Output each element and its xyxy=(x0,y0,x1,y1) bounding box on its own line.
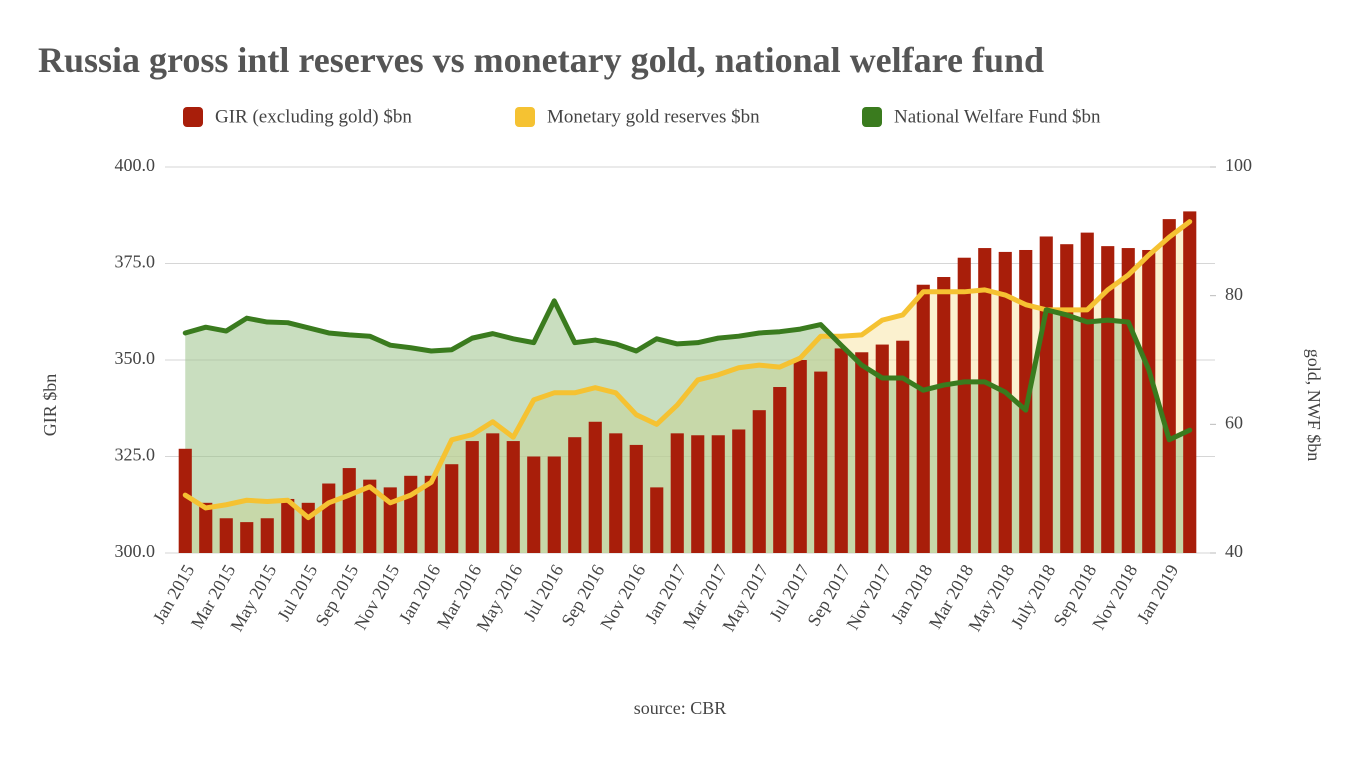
bar xyxy=(937,277,951,553)
bar xyxy=(834,348,848,553)
bar xyxy=(773,387,787,553)
bar xyxy=(486,433,500,553)
y2-tick-label: 40 xyxy=(1225,541,1243,561)
y2-tick-label: 80 xyxy=(1225,284,1243,304)
bar xyxy=(1183,211,1197,553)
bar xyxy=(1162,219,1176,554)
bar xyxy=(998,251,1012,554)
bar xyxy=(240,522,254,553)
bar xyxy=(732,429,746,553)
bar xyxy=(281,498,295,553)
bar xyxy=(978,248,992,553)
bar xyxy=(199,502,213,553)
y2-tick-label: 100 xyxy=(1225,155,1252,175)
bar xyxy=(793,360,807,553)
bar xyxy=(814,371,828,553)
bar xyxy=(1142,249,1156,554)
bar xyxy=(855,352,869,553)
bar xyxy=(650,487,664,553)
bar xyxy=(957,257,971,553)
legend-swatch xyxy=(862,107,882,127)
bar xyxy=(342,468,356,553)
bar xyxy=(301,502,315,553)
bar xyxy=(568,437,582,553)
bar xyxy=(445,464,459,553)
bar xyxy=(363,479,377,553)
source: source: CBR xyxy=(634,698,727,718)
y-tick-label: 325.0 xyxy=(115,445,156,465)
bar xyxy=(1080,232,1094,553)
bar xyxy=(178,448,192,553)
bar xyxy=(875,344,889,553)
bar xyxy=(506,441,520,553)
bar xyxy=(1060,244,1074,553)
line xyxy=(182,298,1193,443)
legend-label: National Welfare Fund $bn xyxy=(894,106,1101,127)
y-tick-label: 400.0 xyxy=(115,155,156,175)
bar xyxy=(691,435,705,553)
bar xyxy=(322,483,336,553)
bar xyxy=(424,475,438,553)
bar xyxy=(896,340,910,553)
y-axis-label: GIR $bn xyxy=(40,374,60,437)
bar xyxy=(1039,236,1053,554)
legend-swatch xyxy=(183,107,203,127)
bar xyxy=(404,475,418,553)
bar xyxy=(629,444,643,553)
bar xyxy=(670,433,684,553)
bar xyxy=(588,421,602,553)
bar xyxy=(465,441,479,553)
y2-tick-label: 60 xyxy=(1225,412,1243,432)
bar xyxy=(260,518,274,553)
bar xyxy=(916,284,930,553)
legend-label: GIR (excluding gold) $bn xyxy=(215,106,412,127)
bar xyxy=(752,410,766,553)
chart-title: Russia gross intl reserves vs monetary g… xyxy=(38,40,1044,80)
y-tick-label: 300.0 xyxy=(115,541,156,561)
legend-swatch xyxy=(515,107,535,127)
bar xyxy=(219,518,233,553)
bar xyxy=(547,456,561,553)
legend-label: Monetary gold reserves $bn xyxy=(547,106,760,127)
bar xyxy=(527,456,541,553)
y-tick-label: 375.0 xyxy=(115,252,156,272)
y-tick-label: 350.0 xyxy=(115,348,156,368)
bar xyxy=(609,433,623,553)
bar xyxy=(711,435,725,553)
line xyxy=(182,219,1193,521)
bar xyxy=(1121,248,1135,553)
y2-axis-label: gold, NWF $bn xyxy=(1304,349,1324,462)
